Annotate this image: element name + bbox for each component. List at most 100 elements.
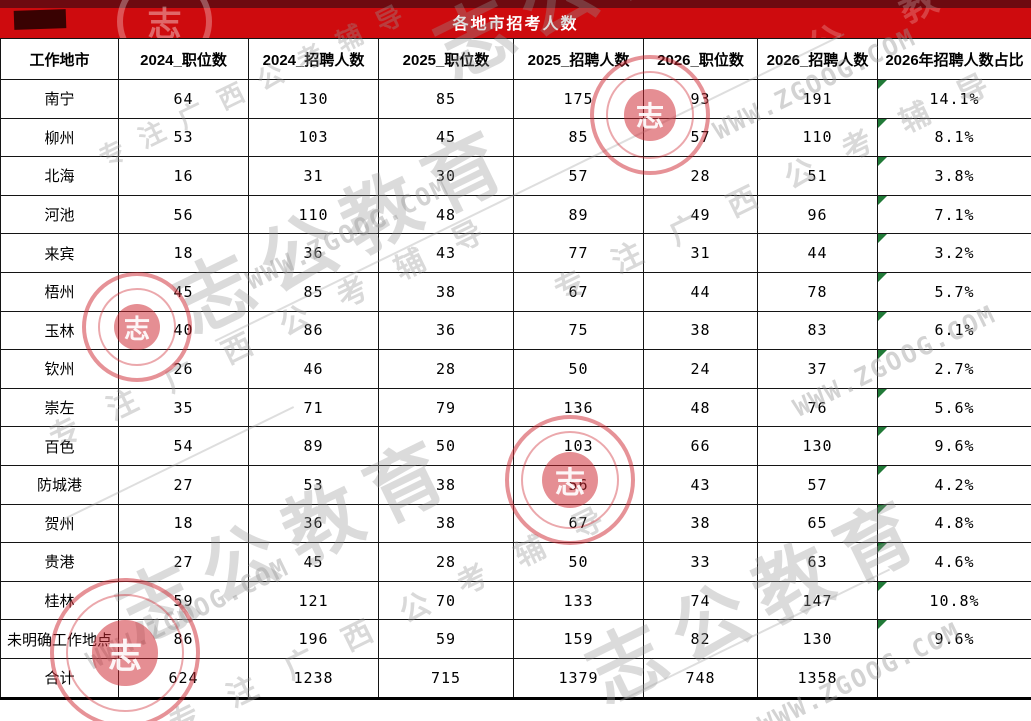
table-row: 柳州 53 103 45 85 57 110 8.1%: [0, 117, 1031, 158]
row-label: 百色: [0, 426, 119, 466]
column-header: 2025_职位数: [378, 38, 514, 80]
cell-value: 175: [513, 79, 644, 119]
cell-value: 4.8%: [877, 503, 1031, 544]
row-label: 梧州: [0, 271, 119, 312]
cell-value: 51: [757, 156, 878, 196]
cell-value: 53: [118, 117, 249, 158]
data-table: 工作地市 2024_职位数 2024_招聘人数 2025_职位数 2025_招聘人数 20…: [0, 38, 1031, 700]
cell-value: 71: [248, 387, 379, 428]
table-row: 贵港 27 45 28 50 33 63 4.6%: [0, 542, 1031, 582]
cell-value: 67: [513, 271, 644, 312]
table-row: 河池 56 110 48 89 49 96 7.1%: [0, 194, 1031, 235]
row-label: 玉林: [0, 310, 119, 351]
cell-value: 57: [513, 156, 644, 196]
cell-value: 28: [643, 156, 758, 196]
cell-value: 130: [248, 79, 379, 119]
table-row: 梧州 45 85 38 67 44 78 5.7%: [0, 271, 1031, 312]
cell-value: 50: [513, 542, 644, 582]
cell-value: 1379: [513, 657, 644, 699]
cell-value: 43: [643, 464, 758, 505]
cell-value: 38: [643, 310, 758, 351]
cell-value: 6.1%: [877, 310, 1031, 351]
cell-value: 16: [118, 156, 249, 196]
cell-value: 715: [378, 657, 514, 699]
cell-value: 59: [118, 580, 249, 621]
cell-value: 133: [513, 580, 644, 621]
cell-value: 130: [757, 426, 878, 466]
cell-value: 43: [378, 233, 514, 273]
cell-value: 36: [378, 310, 514, 351]
cell-value: 33: [643, 542, 758, 582]
cell-value: 57: [757, 464, 878, 505]
cell-value: 9.6%: [877, 619, 1031, 659]
cell-value: 136: [513, 387, 644, 428]
row-label: 崇左: [0, 387, 119, 428]
cell-value: 48: [378, 194, 514, 235]
row-label: 合计: [0, 657, 119, 699]
cell-value: 7.1%: [877, 194, 1031, 235]
cell-value: 30: [378, 156, 514, 196]
table-row: 北海 16 31 30 57 28 51 3.8%: [0, 156, 1031, 196]
cell-value: 79: [378, 387, 514, 428]
column-header: 2026_招聘人数: [757, 38, 878, 80]
cell-value: 57: [643, 117, 758, 158]
table-row: 玉林 40 86 36 75 38 83 6.1%: [0, 310, 1031, 351]
cell-value: 3.8%: [877, 156, 1031, 196]
cell-value: 93: [643, 79, 758, 119]
cell-value: 27: [118, 542, 249, 582]
cell-value: 50: [378, 426, 514, 466]
cell-value: 1238: [248, 657, 379, 699]
cell-value: 76: [757, 387, 878, 428]
cell-value: 67: [513, 503, 644, 544]
row-label: 北海: [0, 156, 119, 196]
cell-value: 66: [643, 426, 758, 466]
column-header: 2026年招聘人数占比: [877, 38, 1031, 80]
table-row: 南宁 64 130 85 175 93 191 14.1%: [0, 79, 1031, 119]
cell-value: 196: [248, 619, 379, 659]
cell-value: 75: [513, 310, 644, 351]
cell-value: 130: [757, 619, 878, 659]
cell-value: 8.1%: [877, 117, 1031, 158]
cell-value: 89: [248, 426, 379, 466]
cell-value: 70: [378, 580, 514, 621]
row-label: 防城港: [0, 464, 119, 505]
cell-value: 37: [757, 349, 878, 389]
cell-value: 24: [643, 349, 758, 389]
cell-value: 38: [378, 271, 514, 312]
column-header: 工作地市: [0, 38, 119, 80]
cell-value: 31: [248, 156, 379, 196]
cell-value: 3.2%: [877, 233, 1031, 273]
cell-value: 159: [513, 619, 644, 659]
cell-value: 40: [118, 310, 249, 351]
table-row: 防城港 27 53 38 56 43 57 4.2%: [0, 464, 1031, 505]
table-row: 桂林 59 121 70 133 74 147 10.8%: [0, 580, 1031, 621]
column-header: 2025_招聘人数: [513, 38, 644, 80]
table-title: 各地市招考人数: [452, 16, 579, 33]
cell-value: 147: [757, 580, 878, 621]
cell-value: 624: [118, 657, 249, 699]
cell-value: 38: [378, 464, 514, 505]
cell-value: 85: [378, 79, 514, 119]
title-bar-top-stripe: [0, 0, 1031, 8]
header-row: 工作地市 2024_职位数 2024_招聘人数 2025_职位数 2025_招聘人数 20…: [0, 38, 1031, 80]
table-row: 来宾 18 36 43 77 31 44 3.2%: [0, 233, 1031, 273]
cell-value: [877, 657, 1031, 699]
cell-value: 64: [118, 79, 249, 119]
cell-value: 1358: [757, 657, 878, 699]
row-label: 未明确工作地点: [0, 619, 119, 659]
cell-value: 63: [757, 542, 878, 582]
cell-value: 18: [118, 233, 249, 273]
column-header: 2026_职位数: [643, 38, 758, 80]
cell-value: 74: [643, 580, 758, 621]
table-row: 贺州 18 36 38 67 38 65 4.8%: [0, 503, 1031, 544]
cell-value: 48: [643, 387, 758, 428]
cell-value: 45: [118, 271, 249, 312]
table-row: 崇左 35 71 79 136 48 76 5.6%: [0, 387, 1031, 428]
cell-value: 26: [118, 349, 249, 389]
column-header: 2024_招聘人数: [248, 38, 379, 80]
cell-value: 77: [513, 233, 644, 273]
cell-value: 9.6%: [877, 426, 1031, 466]
cell-value: 38: [378, 503, 514, 544]
cell-value: 85: [248, 271, 379, 312]
cell-value: 45: [378, 117, 514, 158]
